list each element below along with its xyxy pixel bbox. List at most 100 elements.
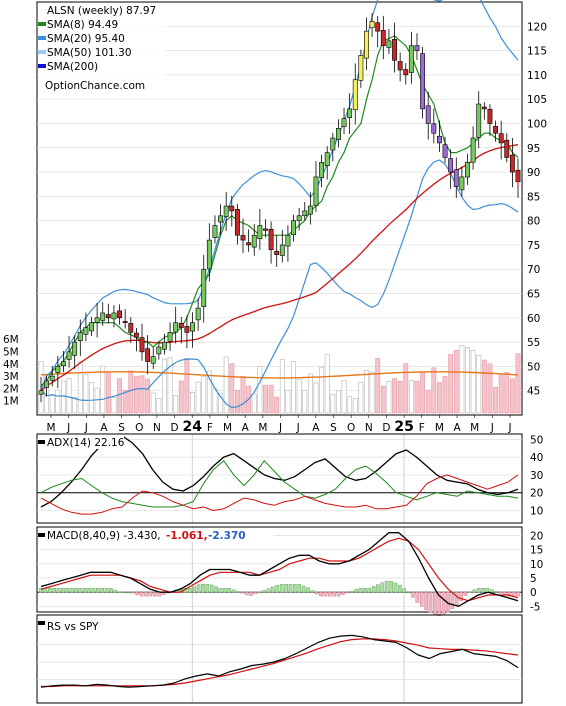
volume-bar xyxy=(212,387,218,414)
candle-up xyxy=(66,351,72,360)
candle-up xyxy=(49,375,55,381)
legend-sma20: SMA(20) 95.40 xyxy=(38,33,125,45)
sma50-line xyxy=(40,144,519,392)
macd-histogram-bar xyxy=(489,589,494,593)
macd-tick-label: 5 xyxy=(530,573,537,585)
volume-bar xyxy=(380,385,386,414)
candle-up xyxy=(257,225,263,240)
adx-axis: 10 20 30 40 50 xyxy=(530,434,543,517)
volume-bar xyxy=(487,363,493,414)
price-tick-label: 75 xyxy=(527,240,540,252)
candle-down xyxy=(268,228,274,251)
sma20-upper-band xyxy=(40,0,519,391)
volume-bar xyxy=(319,366,325,414)
candle-up xyxy=(459,176,465,191)
macd-histogram-bar xyxy=(113,589,118,593)
volume-bar xyxy=(498,373,504,414)
macd-histogram-bar xyxy=(341,591,345,595)
macd-histogram-bar xyxy=(306,587,310,593)
candle-up xyxy=(251,234,257,248)
rs-label-bg xyxy=(38,616,102,630)
volume-bar xyxy=(257,366,263,414)
candle-down xyxy=(487,108,493,124)
macd-histogram-bar xyxy=(39,588,43,593)
volume-bar xyxy=(55,389,61,414)
macd-histogram-bar xyxy=(82,588,87,593)
adx-tick-label: 20 xyxy=(530,488,543,500)
time-tick-label: J xyxy=(490,422,494,434)
sma20-lower-band xyxy=(40,159,519,409)
macd-histogram-bar xyxy=(433,591,437,615)
volume-bar xyxy=(465,347,470,414)
adx-tick-label: 40 xyxy=(530,452,543,464)
macd-histogram-bar xyxy=(472,589,477,593)
volume-bar xyxy=(94,387,100,414)
candle-down xyxy=(481,106,487,110)
candle-down xyxy=(375,22,381,32)
candle-down xyxy=(437,135,442,144)
volume-bar xyxy=(178,380,184,414)
volume-bar xyxy=(453,350,459,414)
volume-bar xyxy=(83,374,89,414)
macd-tick-label: 10 xyxy=(530,559,543,571)
macd-histogram-bar xyxy=(52,588,56,593)
macd-histogram-bar xyxy=(476,588,481,593)
candlesticks xyxy=(38,13,521,403)
candle-up xyxy=(38,390,44,395)
candle-down xyxy=(229,205,235,212)
volume-bar xyxy=(167,357,173,414)
candle-down xyxy=(128,323,134,333)
candle-up xyxy=(111,312,117,320)
candle-up xyxy=(83,327,89,335)
volume-bar xyxy=(77,361,83,414)
macd-histogram-bar xyxy=(349,590,354,593)
volume-bar xyxy=(190,392,195,414)
macd-tick-label: 0 xyxy=(530,587,537,599)
candle-down xyxy=(240,235,246,241)
macd-histogram-bar xyxy=(310,590,315,593)
candle-down xyxy=(105,314,111,319)
time-tick-label: O xyxy=(347,422,355,434)
candle-down xyxy=(122,321,128,323)
macd-histogram-bar xyxy=(406,591,411,594)
candle-down xyxy=(139,337,145,353)
volume-tick-label: 5M xyxy=(3,346,19,358)
volume-bar xyxy=(240,376,246,414)
candle-down xyxy=(178,322,184,328)
price-axis: 45 50 55 60 65 70 75 80 85 90 95 100 105 110 115 120 xyxy=(527,21,547,397)
candle-down xyxy=(145,348,151,362)
macd-histogram-bar xyxy=(279,584,284,593)
candle-up xyxy=(195,307,201,321)
macd-histogram-bar xyxy=(293,584,297,593)
macd-histogram-bar xyxy=(87,588,91,593)
volume-bar xyxy=(369,371,375,414)
legend-label: SMA(200) xyxy=(47,61,98,73)
volume-bar xyxy=(274,396,280,414)
candle-up xyxy=(72,341,78,356)
candle-down xyxy=(414,45,420,51)
macd-histogram-bar xyxy=(196,584,201,593)
candle-up xyxy=(369,21,375,29)
candle-down xyxy=(392,39,397,61)
macd-histogram-bar xyxy=(411,591,415,598)
macd-lines xyxy=(40,532,519,607)
candle-up xyxy=(279,244,285,256)
candle-down xyxy=(234,209,240,236)
volume-bar xyxy=(291,361,296,414)
time-tick-label: J xyxy=(66,422,70,434)
time-tick-label: F xyxy=(419,422,425,434)
macd-histogram-bar xyxy=(100,588,105,593)
time-tick-label: N xyxy=(153,422,161,434)
macd-value: -1.061, xyxy=(166,530,208,542)
candle-up xyxy=(319,162,325,178)
macd-histogram-bar xyxy=(69,588,74,593)
candle-up xyxy=(313,176,319,206)
candle-down xyxy=(420,53,426,110)
macd-histogram-bar xyxy=(319,591,323,597)
macd-histogram-bar xyxy=(297,584,301,593)
candle-up xyxy=(206,239,212,270)
macd-histogram-bar xyxy=(371,586,376,593)
price-tick-label: 110 xyxy=(527,70,547,82)
time-tick-label: A xyxy=(453,422,461,434)
